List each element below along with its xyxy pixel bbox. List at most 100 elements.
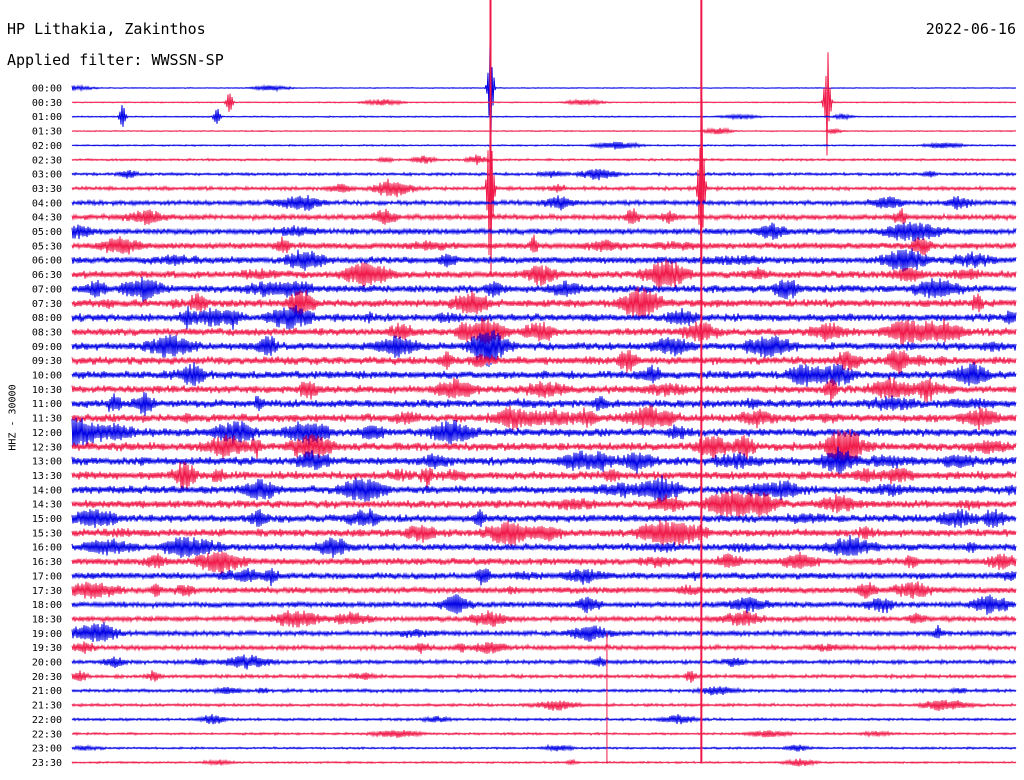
trace-row-1930 (71, 641, 1017, 654)
row-time-label: 06:00 (32, 256, 62, 267)
row-time-label: 16:00 (32, 543, 62, 554)
row-time-label: 11:00 (32, 399, 62, 410)
trace-row-0600 (71, 248, 1017, 272)
trace-row-0030 (71, 52, 1017, 156)
trace-row-2100 (71, 686, 1017, 696)
row-time-label: 07:30 (32, 299, 62, 310)
trace-row-2200 (71, 714, 1017, 725)
row-time-label: 08:00 (32, 313, 62, 324)
row-time-label: 02:30 (32, 155, 62, 166)
trace-row-1830 (71, 610, 1017, 628)
row-time-label: 23:00 (32, 744, 62, 755)
row-time-label: 13:00 (32, 457, 62, 468)
trace-row-0400 (71, 194, 1017, 211)
trace-row-1300 (71, 446, 1017, 475)
trace-row-1330 (71, 461, 1017, 491)
trace-row-2000 (71, 654, 1017, 670)
row-time-label: 08:30 (32, 327, 62, 338)
row-time-label: 01:00 (32, 112, 62, 123)
row-time-label: 21:00 (32, 686, 62, 697)
row-time-label: 00:00 (32, 84, 62, 95)
row-time-label: 05:30 (32, 241, 62, 252)
trace-row-1530 (71, 520, 1017, 547)
trace-row-1400 (71, 475, 1017, 504)
trace-row-1200 (71, 417, 1017, 449)
trace-row-2230 (71, 729, 1017, 738)
trace-row-1000 (71, 361, 1017, 387)
row-time-label: 20:00 (32, 658, 62, 669)
row-time-label: 15:00 (32, 514, 62, 525)
trace-row-1130 (71, 404, 1017, 431)
row-time-label: 19:30 (32, 643, 62, 654)
row-time-label: 14:00 (32, 485, 62, 496)
row-time-label: 12:30 (32, 442, 62, 453)
trace-row-1700 (71, 568, 1017, 587)
row-time-label: 17:00 (32, 571, 62, 582)
trace-row-1230 (71, 429, 1017, 469)
row-time-label: 21:30 (32, 701, 62, 712)
trace-row-1430 (71, 488, 1017, 518)
row-time-label: 18:00 (32, 600, 62, 611)
row-time-label: 17:30 (32, 586, 62, 597)
trace-row-0930 (71, 349, 1017, 375)
trace-row-2130 (71, 699, 1017, 711)
trace-row-1800 (71, 594, 1017, 615)
trace-row-1500 (71, 508, 1017, 528)
row-time-label: 04:00 (32, 198, 62, 209)
trace-row-0500 (71, 221, 1017, 242)
record-date: 2022-06-16 (925, 20, 1016, 38)
row-time-label: 03:00 (32, 170, 62, 181)
trace-row-0630 (71, 258, 1017, 290)
trace-row-0730 (71, 286, 1017, 319)
row-time-label: 06:30 (32, 270, 62, 281)
trace-row-1900 (71, 622, 1017, 643)
trace-row-0800 (71, 304, 1017, 330)
trace-row-1730 (71, 581, 1017, 599)
trace-row-1030 (71, 377, 1017, 403)
row-time-label: 07:00 (32, 284, 62, 295)
trace-row-0130 (71, 126, 1017, 135)
row-time-label: 15:30 (32, 528, 62, 539)
trace-row-0100 (71, 105, 1017, 127)
row-time-label: 09:00 (32, 342, 62, 353)
trace-row-1100 (71, 392, 1017, 416)
row-time-label: 10:30 (32, 385, 62, 396)
row-time-label: 09:30 (32, 356, 62, 367)
row-time-label: 11:30 (32, 414, 62, 425)
row-time-label: 05:00 (32, 227, 62, 238)
row-time-label: 16:30 (32, 557, 62, 568)
row-time-label: 14:30 (32, 500, 62, 511)
trace-row-0200 (71, 141, 1017, 150)
trace-row-1600 (71, 535, 1017, 559)
filter-label: Applied filter: WWSSN-SP (7, 51, 224, 69)
row-time-label: 22:30 (32, 729, 62, 740)
trace-row-0530 (71, 234, 1017, 256)
station-title: HP Lithakia, Zakinthos (7, 20, 206, 38)
row-time-label: 04:30 (32, 213, 62, 224)
row-time-label: 01:30 (32, 127, 62, 138)
row-time-label: 23:30 (32, 758, 62, 769)
trace-row-2330 (71, 758, 1017, 767)
row-time-label: 18:30 (32, 614, 62, 625)
row-time-label: 02:00 (32, 141, 62, 152)
row-time-label: 12:00 (32, 428, 62, 439)
trace-row-0230 (71, 154, 1017, 165)
trace-row-0300 (71, 168, 1017, 181)
row-time-label: 00:30 (32, 98, 62, 109)
trace-row-0430 (71, 208, 1017, 226)
row-time-label: 19:00 (32, 629, 62, 640)
row-time-label: 20:30 (32, 672, 62, 683)
trace-row-1630 (71, 551, 1017, 575)
trace-row-0900 (71, 329, 1017, 367)
trace-row-2300 (71, 743, 1017, 753)
row-time-label: 03:30 (32, 184, 62, 195)
trace-row-0000 (71, 42, 1017, 138)
row-time-label: 13:30 (32, 471, 62, 482)
trace-row-2030 (71, 670, 1017, 683)
row-time-label: 10:00 (32, 371, 62, 382)
trace-row-0830 (71, 317, 1017, 347)
row-time-label: 22:00 (32, 715, 62, 726)
trace-row-0330 (71, 99, 1017, 279)
trace-row-0700 (71, 276, 1017, 303)
